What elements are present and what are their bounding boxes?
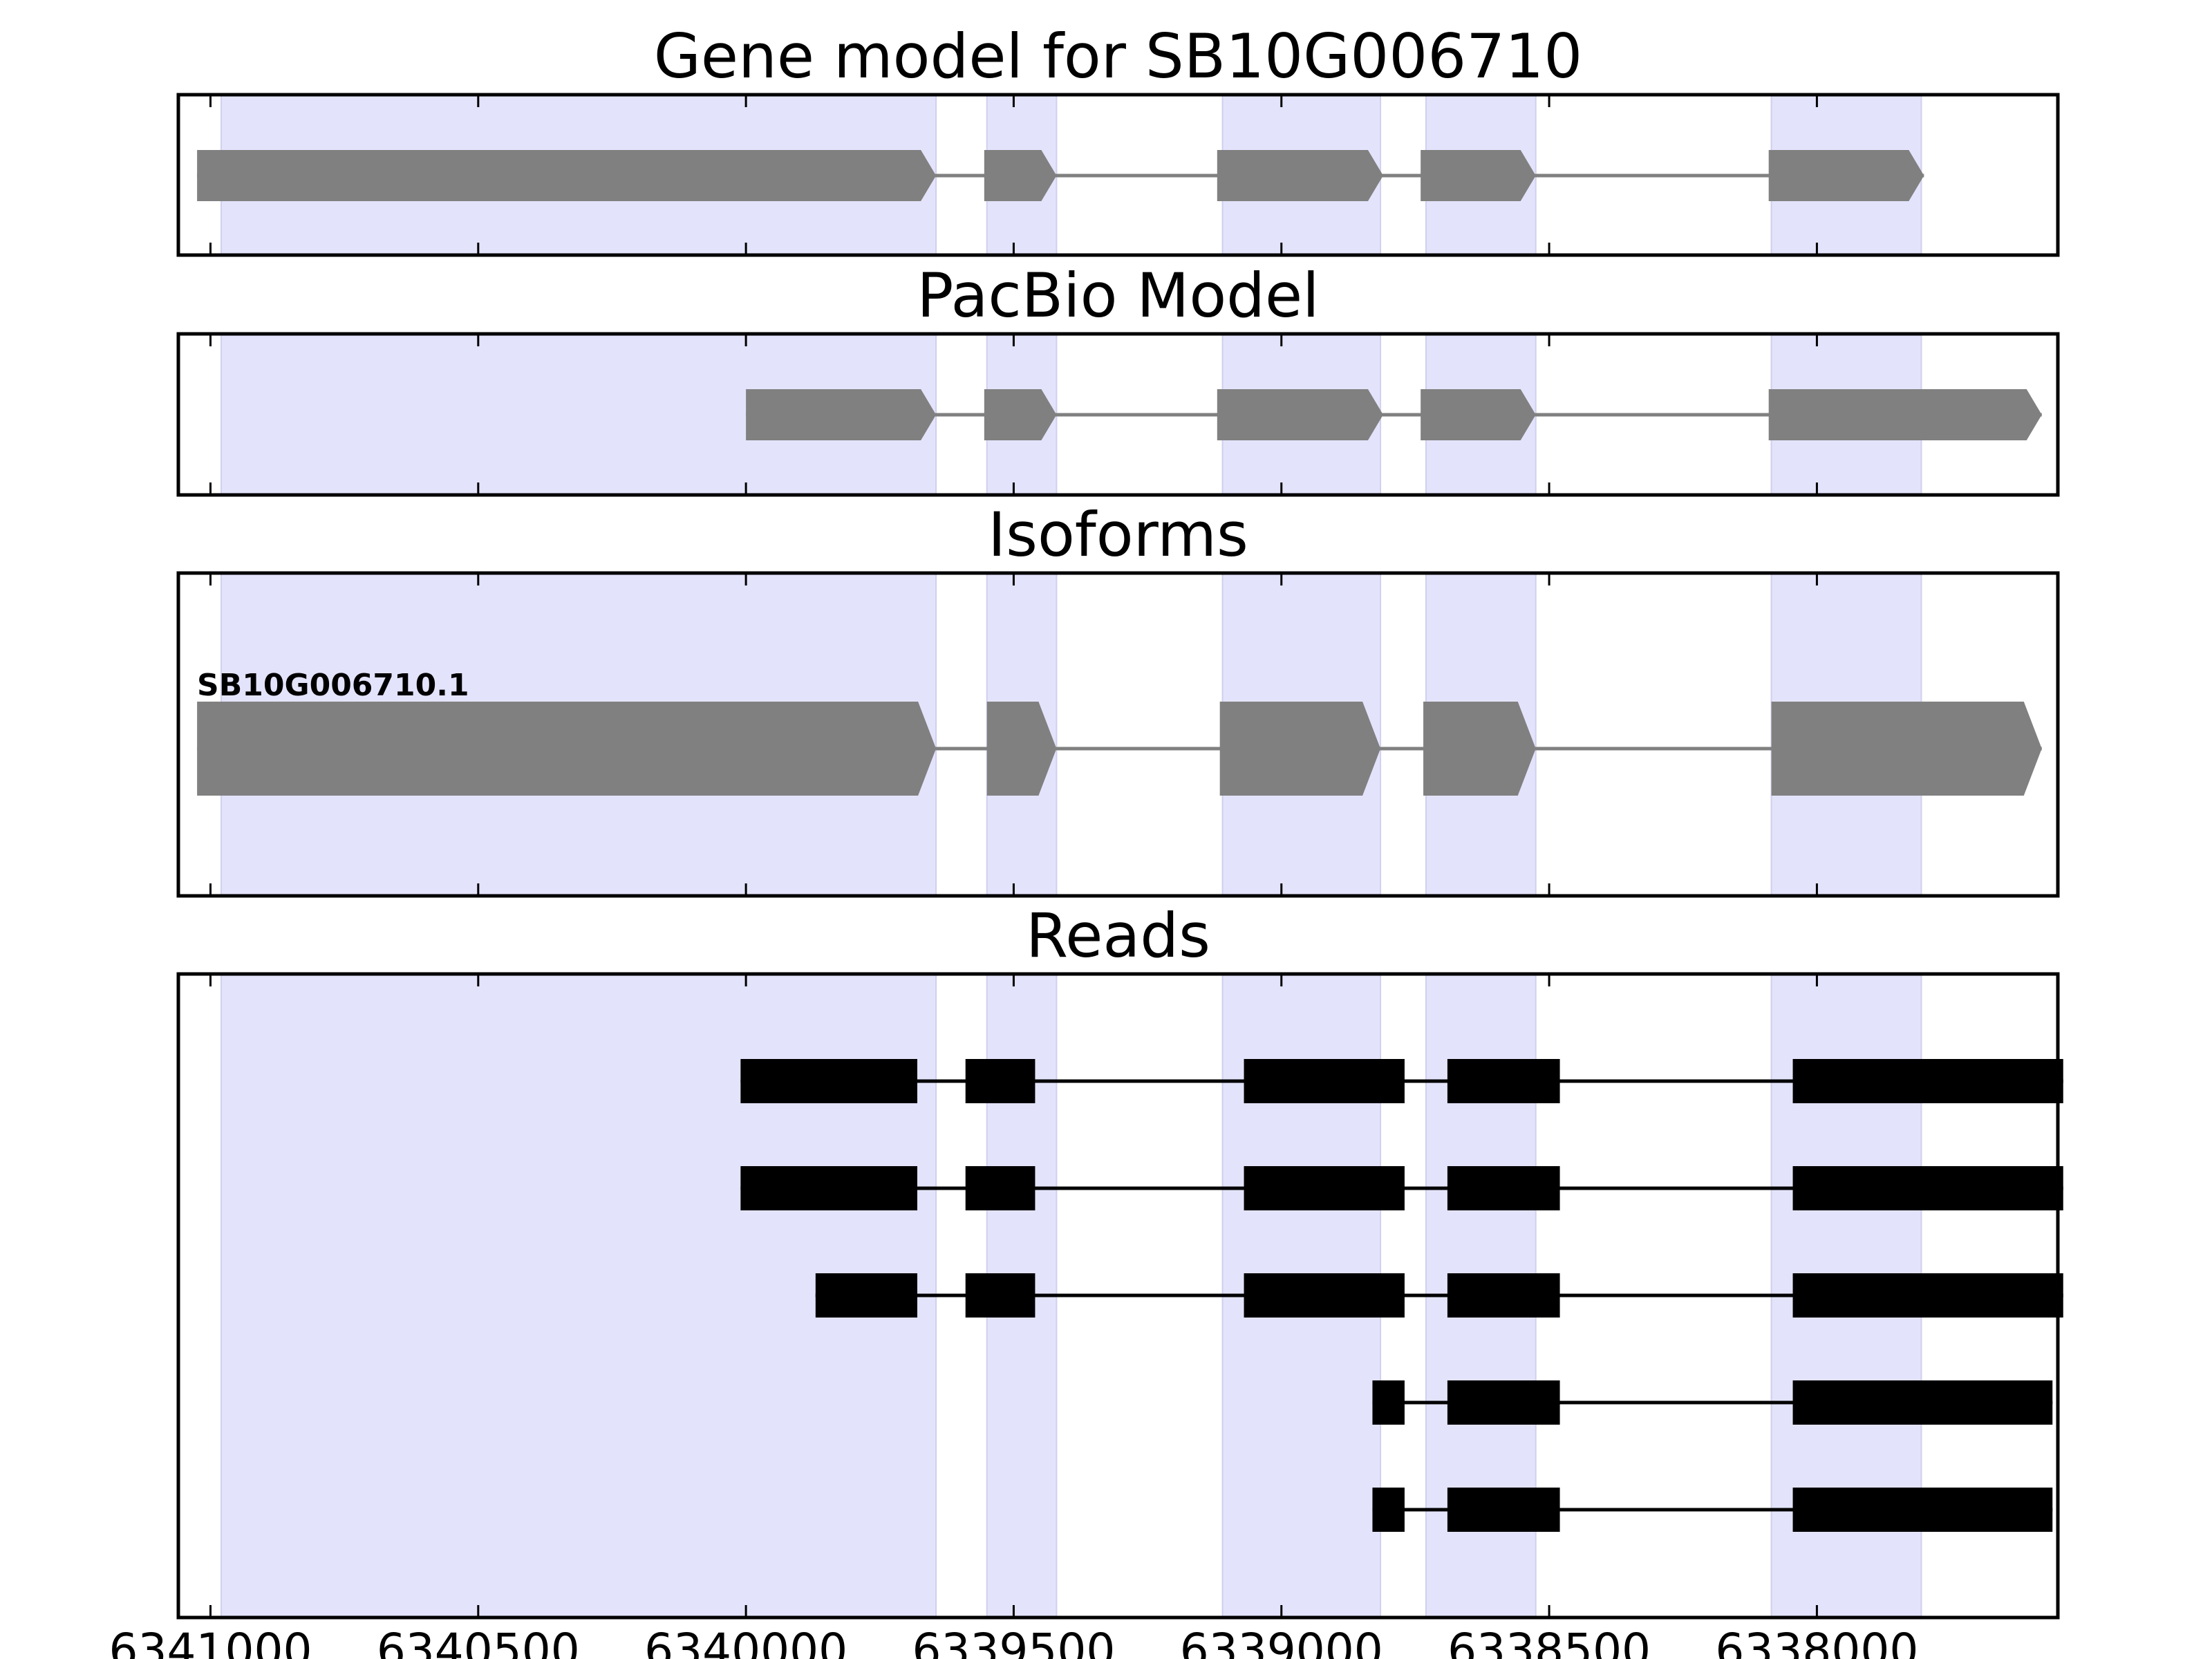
read-exon [1792,1380,2053,1425]
read-exon [965,1059,1035,1103]
exon-arrow [1771,702,2042,796]
read-exon [1792,1273,2063,1318]
panel-title: Isoforms [988,499,1248,570]
read-exon [1792,1488,2053,1532]
x-tick-label: 6338000 [1715,1624,1918,1659]
exon-arrow [986,702,1057,796]
panel-frame [176,93,2060,257]
exon-arrow [1217,150,1383,201]
x-tick-label: 6339500 [912,1624,1115,1659]
exon-arrow [1421,389,1536,440]
read-exon [1447,1380,1560,1425]
read-exon [1447,1166,1560,1210]
isoform-label: SB10G006710.1 [197,668,469,703]
panel-2: PacBio Model [176,260,2060,497]
read-exon [965,1273,1035,1318]
read-exon [740,1166,918,1210]
exon-arrow [984,389,1057,440]
exon-arrow [197,702,937,796]
exon-arrow [1219,702,1381,796]
exon-arrow [1421,150,1536,201]
x-tick-label: 6338500 [1447,1624,1651,1659]
x-tick-label: 6341000 [109,1624,312,1659]
x-tick-label: 6340500 [377,1624,580,1659]
panel-title: PacBio Model [917,260,1319,331]
panel-title: Reads [1026,900,1210,971]
panel-frame [176,972,2060,1620]
read-exon [1447,1059,1560,1103]
read-exon [1372,1488,1405,1532]
panels: Gene model for SB10G006710 PacBio Model Is… [176,21,2063,1620]
panel-frame [176,571,2060,898]
read-exon [740,1059,918,1103]
exon-arrow [1768,150,1924,201]
exon-arrow [984,150,1057,201]
exon-arrow [1217,389,1383,440]
x-tick-label: 6340000 [644,1624,847,1659]
read-exon [1244,1059,1405,1103]
panel-1: Gene model for SB10G006710 [176,21,2060,257]
read-exon [965,1166,1035,1210]
panel-frame [176,332,2060,497]
read-exon [1447,1273,1560,1318]
exon-arrow [197,150,937,201]
read-exon [1792,1059,2063,1103]
read-exon [1244,1166,1405,1210]
panel-3: Isoforms SB10G006710.1 [176,499,2060,898]
x-tick-label: 6339000 [1180,1624,1383,1659]
panel-4: Reads [176,900,2063,1620]
exon-arrow [746,389,937,440]
read-exon [1792,1166,2063,1210]
read-exon [1372,1380,1405,1425]
read-exon [815,1273,918,1318]
exon-arrow [1768,389,2042,440]
read-exon [1447,1488,1560,1532]
panel-title: Gene model for SB10G006710 [654,21,1583,92]
exon-arrow [1423,702,1536,796]
read-exon [1244,1273,1405,1318]
x-axis: 6341000 6340500 6340000 6339500 6339000 63385… [109,1624,1919,1659]
